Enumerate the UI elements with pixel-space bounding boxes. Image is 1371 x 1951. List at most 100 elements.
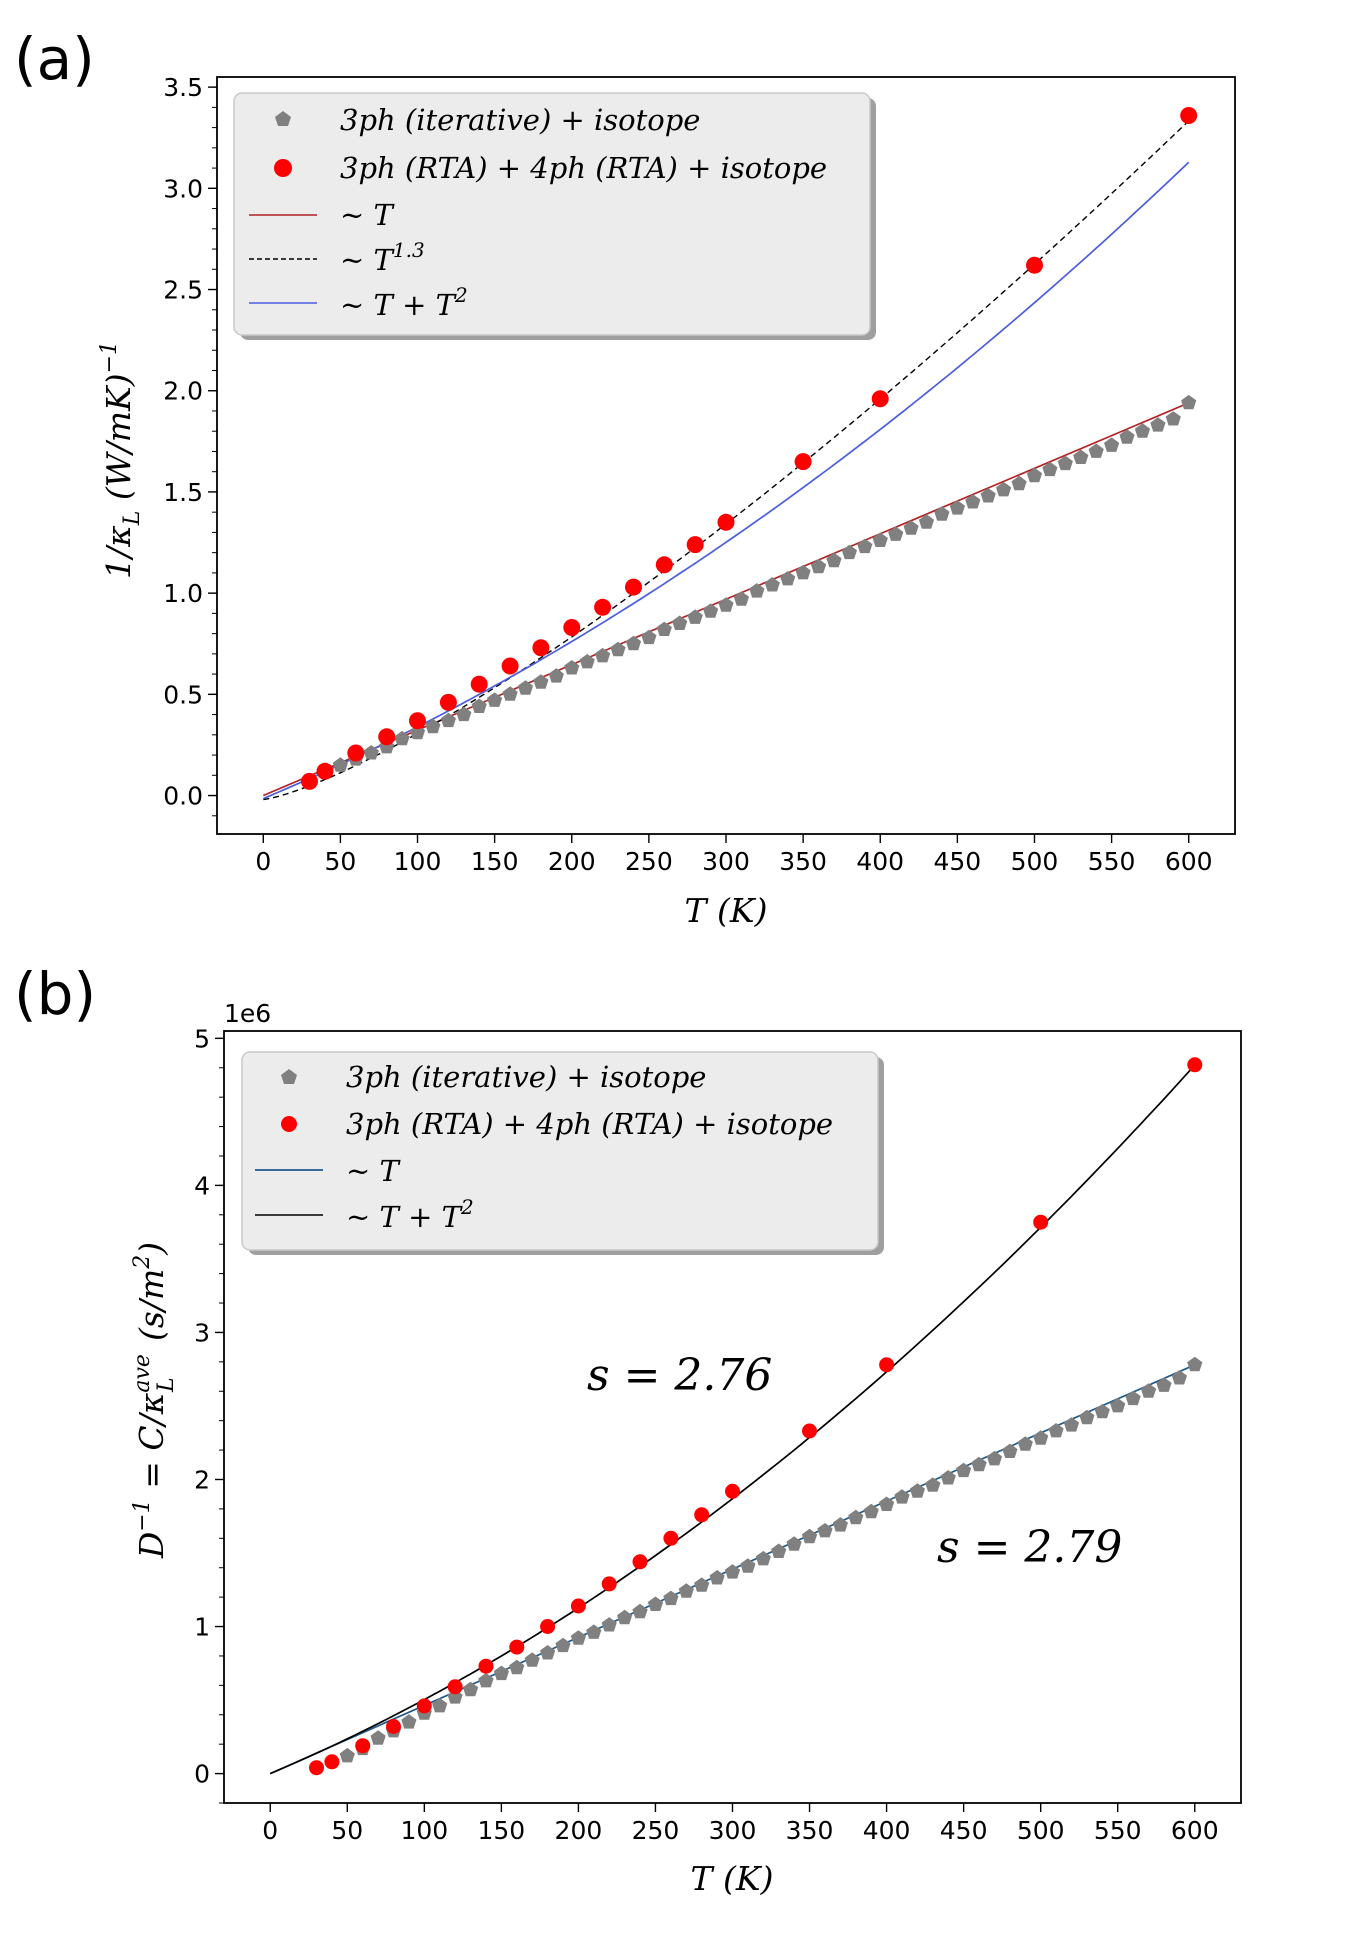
panel-b-y-ticks: 0 1 2 3 4 5 — [194, 1024, 224, 1804]
iterative-point — [949, 500, 965, 515]
panel-b-legend: 3ph (iterative) + isotope 3ph (RTA) + 4p… — [241, 1051, 884, 1255]
iterative-point — [625, 635, 642, 651]
iterative-point — [1033, 1430, 1049, 1445]
legend-a-rta-marker — [274, 159, 292, 177]
rta-point — [694, 1507, 710, 1523]
iterative-point — [647, 1596, 664, 1611]
iterative-point — [795, 564, 811, 580]
panel-a-x-axis-label: T (K) — [685, 891, 768, 930]
iterative-point — [694, 1577, 710, 1592]
iterative-point — [925, 1477, 941, 1492]
legend-a-linear-label: ~ T — [340, 198, 396, 232]
y-tick-label: 0.5 — [163, 680, 203, 709]
iterative-point — [810, 558, 827, 574]
iterative-point — [394, 730, 410, 746]
rta-point — [386, 1719, 401, 1734]
x-tick-label: 550 — [1088, 847, 1136, 876]
x-tick-label: 350 — [779, 847, 827, 876]
iterative-point — [1002, 1443, 1018, 1458]
y-tick-label: 2.5 — [163, 276, 203, 305]
iterative-point — [863, 1503, 879, 1519]
y-tick-label: 5 — [194, 1024, 210, 1053]
y-tick-label: 3.0 — [163, 174, 203, 203]
rta-point — [1180, 107, 1198, 124]
panel-b-label: (b) — [14, 960, 96, 1028]
iterative-point — [872, 532, 888, 547]
iterative-point — [888, 526, 904, 541]
iterative-point — [540, 1645, 556, 1660]
iterative-point — [601, 1617, 617, 1632]
iterative-point — [1017, 1436, 1033, 1451]
rta-point — [725, 1483, 740, 1499]
svg-text:D−1 = C/κaveL (s/m2): D−1 = C/κaveL (s/m2) — [130, 1242, 179, 1559]
panel-a-y-axis-label: 1/κL (W/mK)−1 — [97, 341, 145, 579]
x-tick-label: 500 — [1017, 1816, 1065, 1845]
x-tick-label: 400 — [863, 1816, 911, 1845]
rta-point — [347, 744, 365, 762]
legend-a-quadratic-label: ~ T + T2 — [340, 283, 468, 322]
iterative-point — [663, 1590, 679, 1606]
iterative-point — [1088, 443, 1104, 458]
iterative-point — [1057, 455, 1073, 471]
panel-b-y-axis-label: D−1 = C/κaveL (s/m2) — [130, 1242, 179, 1559]
y-tick-label: 1 — [194, 1613, 210, 1642]
x-tick-label: 0 — [255, 847, 271, 876]
iterative-point — [409, 724, 426, 740]
y-tick-label: 3 — [194, 1318, 210, 1347]
rta-point — [447, 1679, 463, 1695]
x-tick-label: 50 — [331, 1816, 363, 1845]
rta-point — [1026, 256, 1043, 274]
rta-point — [378, 728, 396, 746]
iterative-point — [533, 674, 549, 689]
legend-a-iterative-marker — [275, 111, 291, 126]
rta-point — [601, 1576, 617, 1592]
x-tick-label: 350 — [786, 1816, 834, 1845]
iterative-point — [401, 1714, 417, 1729]
iterative-point — [918, 514, 935, 529]
legend-b-rta-label: 3ph (RTA) + 4ph (RTA) + isotope — [346, 1107, 833, 1141]
iterative-point — [718, 597, 734, 612]
rta-point — [416, 1698, 432, 1714]
iterative-point — [780, 571, 796, 586]
rta-point — [309, 1760, 324, 1776]
rta-point — [439, 693, 457, 711]
legend-b-quadratic-label: ~ T + T2 — [346, 1195, 474, 1234]
y-tick-label: 0 — [194, 1760, 210, 1789]
iterative-point — [440, 712, 456, 728]
rta-point — [594, 598, 612, 616]
svg-text:1/κL (W/mK)−1: 1/κL (W/mK)−1 — [97, 341, 145, 579]
iterative-point — [425, 718, 441, 734]
y-tick-label: 2 — [194, 1465, 210, 1494]
rta-point — [509, 1639, 525, 1655]
iterative-point — [841, 544, 857, 560]
rta-point — [540, 1619, 556, 1634]
iterative-point — [570, 1630, 586, 1645]
annotation-s-2-79: s = 2.79 — [937, 1522, 1122, 1573]
legend-b-iterative-marker — [281, 1069, 297, 1084]
iterative-point — [478, 1673, 494, 1688]
rta-point — [355, 1738, 371, 1754]
rta-point — [324, 1754, 340, 1770]
iterative-point — [832, 1517, 848, 1532]
panel-b-offset-text: 1e6 — [224, 999, 271, 1028]
iterative-point — [509, 1659, 525, 1675]
iterative-point — [548, 668, 564, 683]
legend-b-linear-label: ~ T — [346, 1154, 402, 1188]
iterative-point — [586, 1624, 602, 1639]
rta-point — [879, 1357, 895, 1373]
iterative-point — [370, 1730, 386, 1745]
iterative-point — [740, 1558, 756, 1573]
iterative-point — [909, 1483, 925, 1498]
rta-point — [478, 1658, 494, 1674]
y-tick-label: 1.0 — [163, 579, 203, 608]
iterative-point — [786, 1536, 802, 1551]
rta-point — [794, 453, 812, 471]
iterative-point — [487, 692, 503, 707]
x-tick-label: 450 — [940, 1816, 988, 1845]
iterative-point — [817, 1523, 833, 1538]
iterative-point — [1048, 1423, 1064, 1438]
iterative-point — [934, 506, 950, 521]
iterative-point — [432, 1697, 448, 1713]
iterative-point — [1063, 1417, 1080, 1432]
y-tick-label: 4 — [194, 1171, 210, 1200]
